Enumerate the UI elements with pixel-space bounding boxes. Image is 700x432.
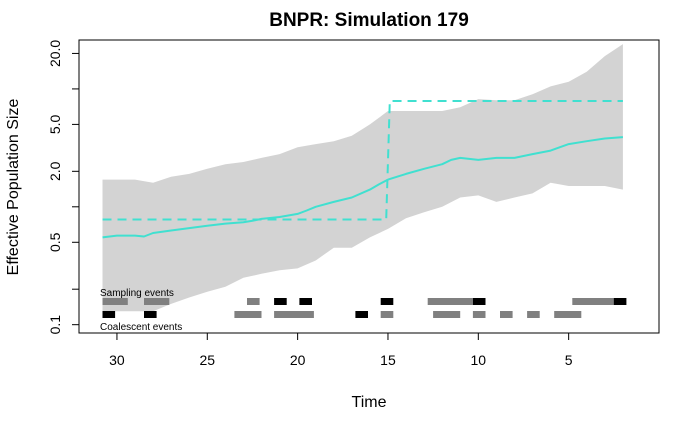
y-tick-label: 2.0 <box>47 161 63 181</box>
sampling-event-mark <box>274 298 287 305</box>
coalescent-event-mark <box>472 311 486 318</box>
x-tick-label: 30 <box>109 352 125 368</box>
sampling-events-label: Sampling events <box>100 288 174 299</box>
x-axis: 30 25 20 15 10 5 <box>109 332 573 368</box>
sampling-event-mark <box>102 298 128 305</box>
truth-trajectory-line <box>102 100 623 221</box>
coalescent-event-mark <box>500 311 513 318</box>
coalescent-events-label: Coalescent events <box>100 322 182 333</box>
confidence-band <box>102 44 623 312</box>
y-axis: 0.1 0.5 2.0 5.0 20.0 <box>47 40 80 335</box>
x-axis-title: Time <box>352 394 387 411</box>
sampling-event-mark <box>380 298 394 305</box>
coalescent-event-mark <box>144 311 157 318</box>
x-tick-label: 20 <box>290 352 306 368</box>
sampling-event-mark <box>247 298 260 305</box>
coalescent-event-mark <box>234 311 262 318</box>
coalescent-event-mark <box>274 311 314 318</box>
events-layer <box>102 298 627 318</box>
confidence-band-layer <box>102 44 623 312</box>
median-estimate-line <box>102 136 623 239</box>
chart-title: BNPR: Simulation 179 <box>269 10 469 31</box>
x-tick-label: 15 <box>380 352 396 368</box>
coalescent-event-mark <box>355 311 368 318</box>
coalescent-event-mark <box>527 311 540 318</box>
sampling-event-mark <box>299 298 312 305</box>
sampling-event-mark <box>427 298 473 305</box>
sampling-event-mark <box>613 298 627 305</box>
y-axis-title: Effective Population Size <box>5 99 22 276</box>
x-tick-label: 25 <box>199 352 215 368</box>
sampling-event-mark <box>472 298 486 305</box>
x-tick-label: 5 <box>565 352 573 368</box>
coalescent-event-mark <box>102 311 116 318</box>
series-layer <box>102 100 623 239</box>
coalescent-event-mark <box>554 311 582 318</box>
coalescent-event-mark <box>433 311 461 318</box>
y-tick-label: 20.0 <box>47 40 63 67</box>
y-tick-label: 0.1 <box>47 315 63 335</box>
x-tick-label: 10 <box>471 352 487 368</box>
y-tick-label: 0.5 <box>47 232 63 252</box>
coalescent-event-mark <box>380 311 394 318</box>
sampling-event-mark <box>572 298 614 305</box>
y-tick-label: 5.0 <box>47 114 63 134</box>
sampling-event-mark <box>144 298 170 305</box>
